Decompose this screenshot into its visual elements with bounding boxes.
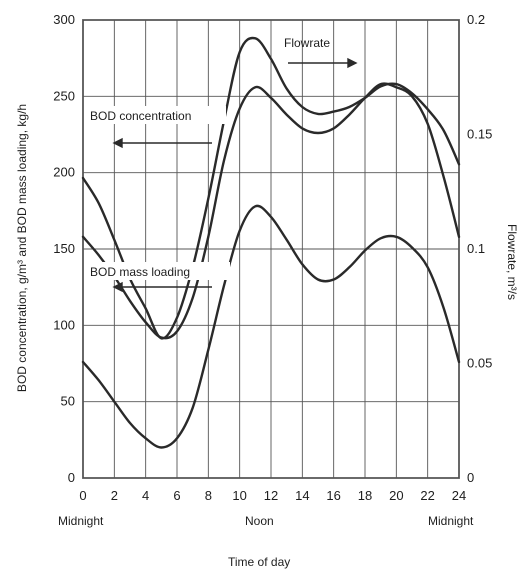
left-tick-label: 200 (53, 165, 75, 180)
right-axis-title: Flowrate, m³/s (505, 224, 519, 300)
flowrate-arrowhead (347, 57, 358, 69)
annotation-bod-mass-loading: BOD mass loading (90, 265, 190, 279)
x-axis-title: Time of day (228, 555, 290, 569)
bod-mass-loading-arrowhead (112, 281, 123, 293)
series-lines (81, 36, 461, 449)
x-sublabel-midnight-start: Midnight (58, 514, 104, 528)
right-tick-label: 0.2 (467, 12, 485, 27)
x-axis-ticks: 0 2 4 6 8 10 12 14 16 18 20 22 24 (79, 488, 466, 503)
annotation-bod-concentration: BOD concentration (90, 109, 191, 123)
left-tick-label: 150 (53, 241, 75, 256)
right-tick-label: 0 (467, 470, 474, 485)
x-tick-label: 0 (79, 488, 86, 503)
grid (82, 19, 460, 479)
annotation-arrows (112, 57, 358, 293)
x-tick-label: 24 (452, 488, 466, 503)
x-tick-label: 4 (142, 488, 149, 503)
series-line-bod-mass-loading (81, 204, 461, 449)
x-tick-label: 6 (173, 488, 180, 503)
left-tick-label: 50 (61, 394, 75, 409)
x-sublabel-noon: Noon (245, 514, 274, 528)
x-tick-label: 14 (295, 488, 309, 503)
x-tick-label: 8 (205, 488, 212, 503)
left-axis-ticks: 0 50 100 150 200 250 300 (53, 12, 75, 485)
x-tick-label: 22 (420, 488, 434, 503)
right-tick-label: 0.15 (467, 127, 492, 142)
right-axis-ticks: 0 0.05 0.1 0.15 0.2 (467, 12, 492, 485)
x-tick-label: 18 (358, 488, 372, 503)
x-tick-label: 12 (264, 488, 278, 503)
x-tick-label: 2 (111, 488, 118, 503)
series-line-bod-concentration (81, 82, 461, 340)
x-sublabel-midnight-end: Midnight (428, 514, 474, 528)
annotation-bg (86, 262, 230, 280)
left-tick-label: 0 (68, 470, 75, 485)
x-tick-label: 16 (326, 488, 340, 503)
bod-concentration-arrowhead (112, 137, 123, 149)
left-tick-label: 100 (53, 317, 75, 332)
x-tick-label: 20 (389, 488, 403, 503)
left-axis-title: BOD concentration, g/m³ and BOD mass loa… (15, 104, 29, 392)
annotation-flowrate: Flowrate (284, 36, 330, 50)
x-tick-label: 10 (232, 488, 246, 503)
right-tick-label: 0.1 (467, 241, 485, 256)
left-tick-label: 300 (53, 12, 75, 27)
series-line-flowrate (81, 36, 461, 340)
left-tick-label: 250 (53, 88, 75, 103)
annotation-bg (86, 106, 226, 124)
right-tick-label: 0.05 (467, 356, 492, 371)
